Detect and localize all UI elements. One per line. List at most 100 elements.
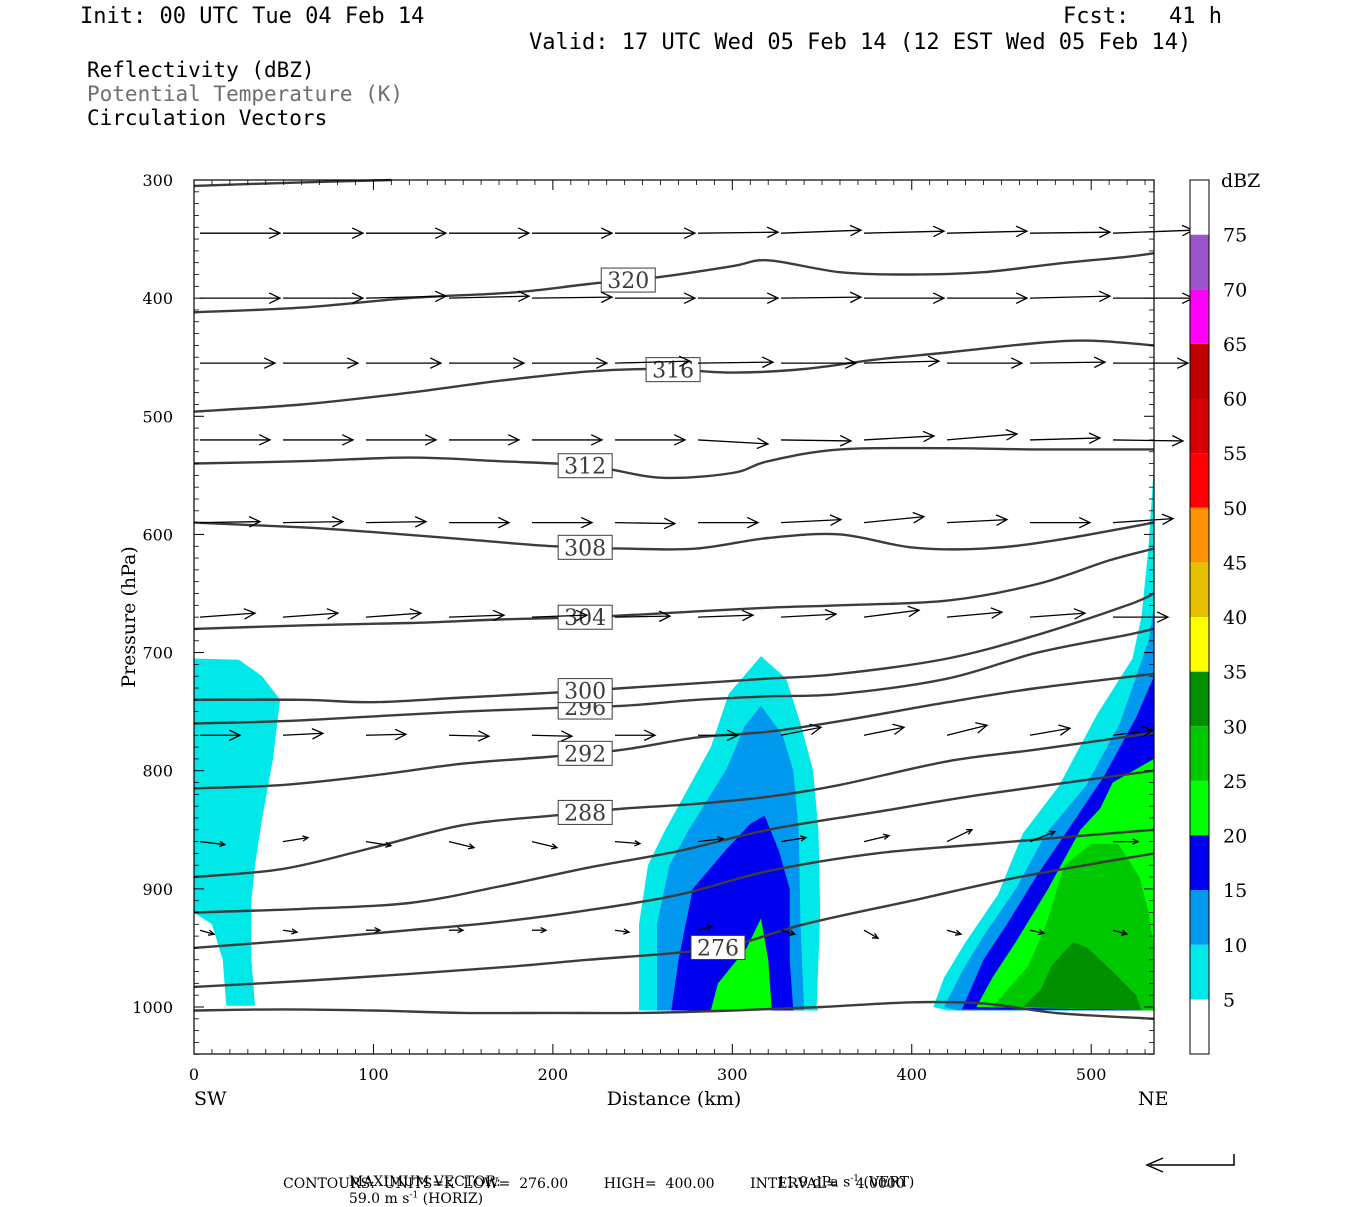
circulation-vector xyxy=(283,227,365,239)
colorbar-swatch xyxy=(1190,890,1209,945)
colorbar-swatch xyxy=(1190,180,1209,235)
circulation-vector xyxy=(946,828,974,843)
circulation-vector xyxy=(1112,434,1185,447)
circulation-vector xyxy=(780,291,863,304)
circulation-vector xyxy=(449,434,521,446)
circulation-vector xyxy=(697,924,714,931)
legend-circulation-vectors: Circulation Vectors xyxy=(87,106,328,130)
circulation-vector xyxy=(532,516,594,529)
theta-label-276: 276 xyxy=(697,936,739,961)
circulation-vector xyxy=(449,927,465,934)
circulation-vector xyxy=(1030,516,1092,529)
circulation-vector xyxy=(532,434,604,446)
circulation-vector xyxy=(780,224,863,237)
circulation-vector xyxy=(1112,513,1175,526)
colorbar-swatch xyxy=(1190,617,1209,672)
theta-contour-284 xyxy=(193,769,1155,914)
circulation-vector xyxy=(365,728,408,741)
circulation-vector xyxy=(449,357,526,369)
colorbar-label: 20 xyxy=(1223,826,1247,848)
circulation-vector xyxy=(698,516,760,529)
circulation-vector xyxy=(946,929,963,936)
theta-contour-304 xyxy=(193,547,1155,631)
circulation-vector xyxy=(448,840,476,850)
circulation-vector-layer xyxy=(199,224,1195,939)
circulation-vector xyxy=(282,928,299,935)
circulation-vector xyxy=(531,609,589,622)
colorbar-swatch xyxy=(1190,234,1209,290)
horiz-exp: -1 xyxy=(409,1190,419,1200)
circulation-vector xyxy=(1029,724,1072,736)
vert-exp: -1 xyxy=(850,1174,860,1184)
theta-label-304: 304 xyxy=(564,606,606,631)
circulation-vector xyxy=(1029,432,1102,444)
vert-value: 11.9 dPa s xyxy=(776,1174,851,1191)
contour-info: CONTOURS: UNITS=K LOW= 276.00 HIGH= 400.… xyxy=(283,1176,905,1192)
circulation-vector xyxy=(946,607,1004,619)
colorbar-label: 15 xyxy=(1223,880,1247,902)
reflectivity-fill-layer xyxy=(194,463,1154,1011)
circulation-vector xyxy=(614,610,672,623)
reference-vector-icon xyxy=(1145,1154,1235,1173)
circulation-vector xyxy=(200,357,277,369)
circulation-vector xyxy=(946,514,1009,526)
circulation-vector xyxy=(864,292,946,304)
y-axis-label: Pressure (hPa) xyxy=(118,546,140,688)
circulation-vector xyxy=(448,730,491,742)
circulation-vector xyxy=(282,516,345,528)
circulation-vector xyxy=(366,927,382,934)
axes-layer: 300 400 500 600 700 800 900 1000 0 100 200 300 400 50… xyxy=(118,171,1169,1110)
circulation-vector xyxy=(947,357,1024,369)
colorbar-label: 75 xyxy=(1223,225,1247,247)
circulation-vector xyxy=(365,608,423,620)
colorbar-swatch xyxy=(1190,835,1209,891)
vert-tail: (VERT) xyxy=(859,1174,915,1191)
colorbar: 5 10 15 20 25 30 35 40 45 50 55 60 65 70 75 dBZ xyxy=(1189,170,1260,1055)
theta-label-box-300 xyxy=(557,678,613,704)
theta-label-box-304 xyxy=(557,604,613,630)
circulation-vector xyxy=(200,292,282,304)
circulation-vector xyxy=(614,355,692,368)
circulation-vector xyxy=(780,929,797,936)
circulation-vector xyxy=(283,292,365,304)
theta-label-320: 320 xyxy=(607,269,649,294)
y-tick-label: 800 xyxy=(142,762,173,781)
circulation-vector xyxy=(697,437,770,450)
colorbar-swatch xyxy=(1190,562,1209,617)
max-vector-label: MAXIMUM VECTOR: xyxy=(348,1174,501,1190)
circulation-vector xyxy=(946,722,989,736)
circulation-vector xyxy=(1029,226,1112,239)
circulation-vector xyxy=(615,434,687,446)
colorbar-label: 70 xyxy=(1223,279,1247,301)
circulation-vector xyxy=(1113,357,1190,369)
circulation-vector xyxy=(697,836,725,843)
circulation-vector xyxy=(781,357,858,369)
max-vector-vertical: 11.9 dPa s-1 (VERT) xyxy=(768,1158,914,1191)
x-tick-label: 100 xyxy=(358,1065,389,1084)
circulation-vector xyxy=(282,608,340,620)
circulation-vector xyxy=(946,428,1019,441)
circulation-vector xyxy=(1113,838,1140,845)
x-tick-label: 0 xyxy=(189,1065,199,1084)
circulation-vector xyxy=(863,605,921,618)
theta-contour-312 xyxy=(193,446,1155,480)
reflectivity-region-25dbz xyxy=(992,844,1154,1011)
forecast-hour: Fcst: 41 h xyxy=(1063,4,1222,29)
circulation-vector xyxy=(863,430,936,443)
theta-label-300: 300 xyxy=(564,680,606,705)
circulation-vector xyxy=(698,292,780,304)
circulation-vector xyxy=(780,608,838,621)
theta-label-box-288 xyxy=(557,799,613,825)
circulation-vector xyxy=(200,227,282,239)
circulation-vector xyxy=(531,291,614,304)
x-tick-label: 200 xyxy=(538,1065,569,1084)
theta-label-box-276 xyxy=(690,934,746,960)
horiz-tail: (HORIZ) xyxy=(418,1190,484,1207)
circulation-vector xyxy=(448,609,506,622)
colorbar-label: 10 xyxy=(1223,935,1247,957)
colorbar-label: 35 xyxy=(1223,662,1247,684)
colorbar-swatch xyxy=(1190,944,1209,1000)
colorbar-title: dBZ xyxy=(1221,170,1260,192)
horiz-value: 59.0 m s xyxy=(348,1190,410,1207)
